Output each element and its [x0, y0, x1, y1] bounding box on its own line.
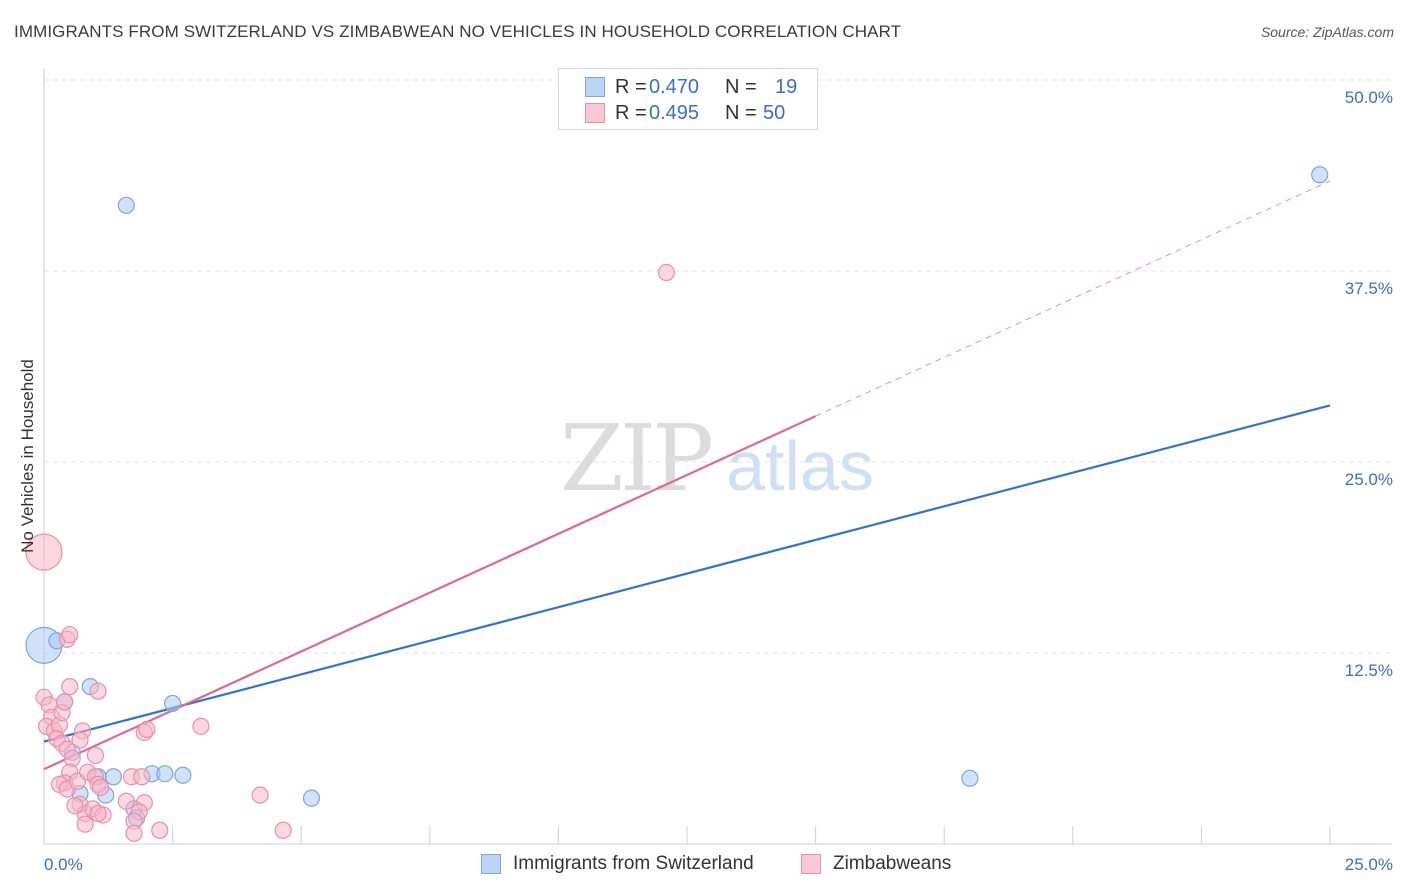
legend-r-value: 0.470 — [649, 75, 700, 98]
legend-row-switzerland: R = 0.470 N = 19 — [585, 75, 797, 99]
zimbabweans-point — [61, 678, 79, 696]
chart-title: IMMIGRANTS FROM SWITZERLAND VS ZIMBABWEA… — [14, 22, 902, 41]
gridlines — [44, 79, 1392, 654]
zimbabweans-point — [117, 792, 135, 810]
zimbabweans-point — [89, 804, 107, 823]
bottom-legend-switzerland: Immigrants from Switzerland — [481, 852, 754, 876]
zimbabweans-point — [66, 797, 84, 815]
zimbabweans-point — [89, 682, 107, 700]
legend-series-name: Zimbabweans — [833, 853, 952, 874]
zimbabweans-point — [25, 533, 63, 571]
zimbabweans-point — [192, 717, 210, 735]
switzerland-point — [104, 768, 123, 786]
zimbabweans-point — [274, 821, 292, 839]
zimbabweans-point — [86, 746, 105, 764]
switzerland-point — [164, 694, 182, 713]
bottom-legend-zimbabweans: Zimbabweans — [801, 852, 951, 876]
legend-n-value: 19 — [775, 75, 798, 98]
legend-n-label: N = — [725, 101, 757, 124]
switzerland-trendline — [43, 404, 1331, 743]
zimbabweans-point — [91, 778, 110, 797]
zimbabweans-point — [251, 786, 269, 804]
switzerland-point — [302, 789, 321, 807]
y-tick-label: 12.5% — [1345, 661, 1393, 680]
data-points — [25, 166, 1329, 842]
watermark-atlas: atlas — [726, 427, 874, 505]
y-axis-label: No Vehicles in Household — [18, 359, 37, 553]
zimbabweans-point — [133, 768, 151, 786]
legend-swatch-pink — [585, 103, 605, 123]
y-tick-label: 25.0% — [1345, 470, 1393, 489]
source-credit: Source: ZipAtlas.com — [1260, 24, 1394, 40]
legend-n-label: N = — [725, 75, 757, 98]
zimbabweans-point — [151, 821, 169, 839]
zimbabweans-point — [657, 263, 676, 282]
legend-n-value: 50 — [763, 101, 786, 124]
legend-r-label: R = — [615, 75, 647, 98]
zimbabweans-point — [71, 731, 89, 749]
switzerland-point — [117, 196, 135, 214]
zimbabweans-point — [55, 693, 74, 711]
watermark: ZIP atlas — [560, 405, 874, 512]
zimbabweans-point — [138, 720, 156, 739]
trendlines — [43, 180, 1331, 771]
tick-labels: 12.5% 25.0% 37.5% 50.0% 0.0% 25.0% — [44, 88, 1393, 874]
switzerland-point — [961, 769, 979, 787]
legend-series-name: Immigrants from Switzerland — [513, 853, 754, 874]
zimbabweans-trendline — [43, 415, 817, 771]
legend-r-label: R = — [615, 101, 647, 124]
switzerland-point — [156, 765, 174, 783]
zimbabweans-trendline-extension — [815, 180, 1331, 417]
correlation-legend: R = 0.470 N = 19 R = 0.495 N = 50 — [558, 68, 818, 130]
switzerland-point — [1311, 166, 1329, 184]
x-tick-label: 25.0% — [1345, 855, 1393, 874]
y-tick-label: 50.0% — [1345, 88, 1393, 107]
legend-swatch-pink — [801, 854, 821, 874]
legend-swatch-blue — [585, 77, 605, 97]
zimbabweans-point — [61, 626, 79, 644]
legend-r-value: 0.495 — [649, 101, 700, 124]
switzerland-point — [174, 766, 192, 784]
zimbabweans-point — [125, 824, 143, 842]
y-tick-label: 37.5% — [1345, 279, 1393, 298]
zimbabweans-point — [76, 815, 94, 833]
watermark-zip: ZIP — [560, 405, 711, 512]
x-tick-label: 0.0% — [44, 855, 83, 874]
legend-swatch-blue — [481, 854, 501, 874]
legend-row-zimbabweans: R = 0.495 N = 50 — [585, 101, 785, 125]
axes — [43, 68, 1392, 845]
